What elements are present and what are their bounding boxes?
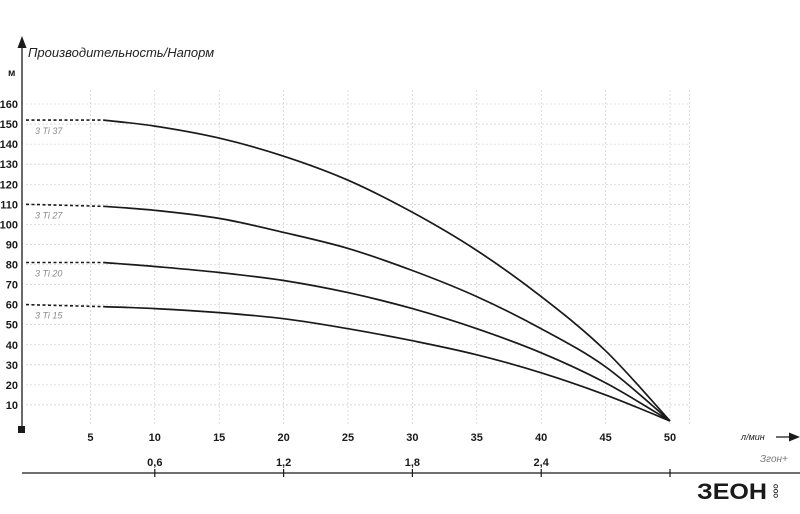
secondary-tick-label: 1,8 bbox=[405, 457, 420, 469]
y-tick-label: 20 bbox=[6, 380, 18, 392]
y-axis-arrow-icon bbox=[17, 36, 27, 48]
y-tick-label: 40 bbox=[6, 340, 18, 352]
grid bbox=[26, 90, 690, 425]
y-tick-label: 70 bbox=[6, 280, 18, 292]
x-axis-label: л/мин bbox=[740, 432, 765, 442]
axes bbox=[17, 36, 800, 474]
curves bbox=[25, 119, 671, 422]
y-tick-label: 130 bbox=[0, 159, 18, 171]
secondary-tick-label: 2,4 bbox=[534, 457, 550, 469]
x-tick-label: 50 bbox=[664, 432, 676, 444]
secondary-tick-label: 0,6 bbox=[147, 457, 162, 469]
logo-suffix: ООО bbox=[774, 484, 780, 498]
x-tick-label: 40 bbox=[535, 432, 547, 444]
series-line bbox=[103, 205, 671, 422]
y-tick-label: 150 bbox=[0, 119, 18, 131]
series-label: 3 Ti 20 bbox=[35, 268, 62, 278]
x-tick-label: 5 bbox=[87, 432, 93, 444]
y-tick-labels: 10 20 30 40 50 60 70 80 90 100 110 120 130 140 150 160 bbox=[0, 99, 18, 412]
y-axis-label: м bbox=[8, 68, 15, 79]
x-tick-label: 20 bbox=[277, 432, 289, 444]
x-tick-label: 25 bbox=[342, 432, 354, 444]
y-tick-label: 30 bbox=[6, 360, 18, 372]
x-tick-label: 45 bbox=[599, 432, 611, 444]
x-tick-label: 15 bbox=[213, 432, 225, 444]
x-tick-labels: 5 10 15 20 25 30 35 40 45 50 bbox=[87, 432, 676, 444]
brand-caption: Згон+ bbox=[760, 454, 788, 465]
chart-title: Производительность/Напорм bbox=[28, 45, 214, 60]
y-tick-label: 100 bbox=[0, 219, 18, 231]
series-label: 3 Ti 27 bbox=[35, 210, 63, 220]
y-tick-label: 10 bbox=[6, 400, 18, 412]
origin-square-icon bbox=[18, 426, 25, 433]
y-tick-label: 50 bbox=[6, 320, 18, 332]
y-tick-label: 90 bbox=[6, 239, 18, 251]
series-dashed-segment bbox=[25, 203, 104, 208]
y-tick-label: 140 bbox=[0, 139, 18, 151]
x-tick-label: 35 bbox=[471, 432, 483, 444]
y-tick-label: 120 bbox=[0, 179, 18, 191]
series-dashed-segment bbox=[25, 303, 104, 308]
series-labels: 3 Ti 37 3 Ti 27 3 Ti 20 3 Ti 15 bbox=[35, 126, 63, 321]
x-tick-label: 10 bbox=[149, 432, 161, 444]
x-tick-label: 30 bbox=[406, 432, 418, 444]
series-line bbox=[103, 261, 671, 422]
x-axis-arrow-icon bbox=[789, 432, 800, 442]
logo-text: ЗЕОН bbox=[697, 479, 767, 504]
brand-logo: ЗЕОН ООО bbox=[697, 479, 780, 504]
series-label: 3 Ti 15 bbox=[35, 311, 63, 321]
series-line bbox=[103, 305, 671, 422]
y-tick-label: 60 bbox=[6, 300, 18, 312]
y-tick-label: 80 bbox=[6, 260, 18, 272]
y-tick-label: 160 bbox=[0, 99, 18, 111]
series-line bbox=[103, 119, 671, 422]
secondary-axis-ticks: 0,6 1,2 1,8 2,4 bbox=[147, 457, 671, 477]
y-tick-label: 110 bbox=[0, 199, 18, 211]
secondary-tick-label: 1,2 bbox=[276, 457, 291, 469]
series-label: 3 Ti 37 bbox=[35, 126, 63, 136]
